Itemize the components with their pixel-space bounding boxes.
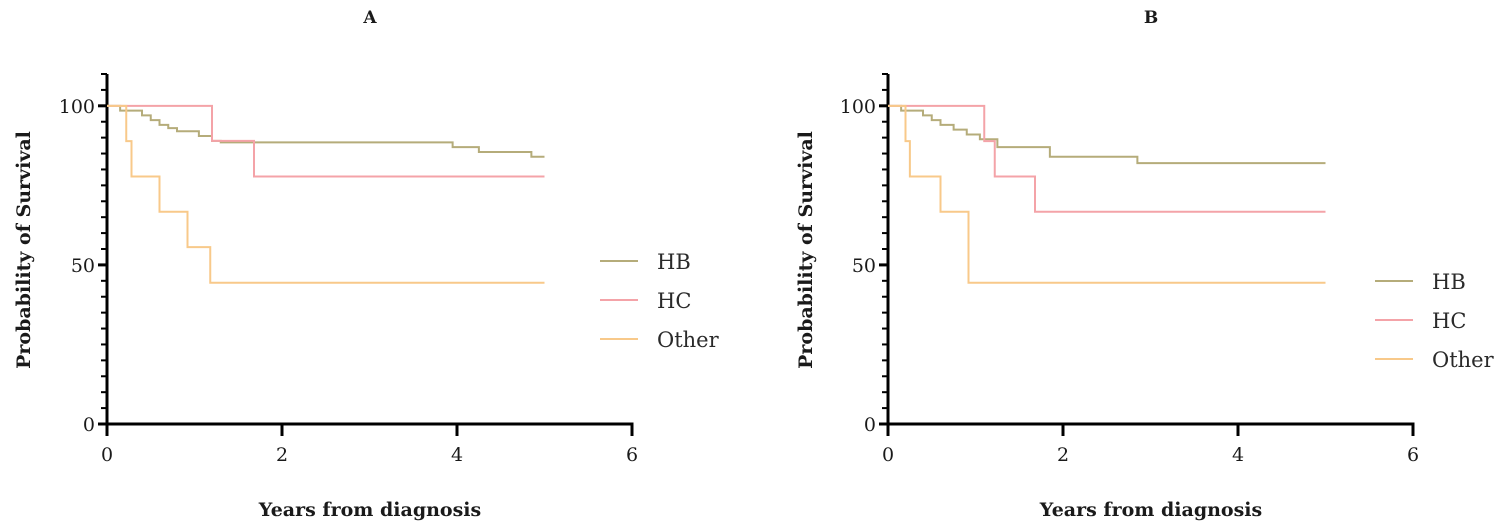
y-tick-label: 50 [71, 255, 95, 277]
legend-label: HC [657, 289, 691, 313]
legend-item: HC [1375, 309, 1466, 333]
panel-label: A [362, 8, 377, 28]
x-tick-label: 4 [1232, 444, 1244, 466]
series-lines [107, 104, 545, 284]
panel-label: B [1144, 8, 1158, 28]
x-axis-title: Years from diagnosis [1039, 499, 1262, 521]
y-tick-label: 50 [852, 255, 876, 277]
legend-label: HB [1432, 270, 1466, 294]
legend-item: HC [600, 289, 691, 313]
y-tick-label: 0 [864, 414, 876, 436]
y-tick-label: 100 [840, 96, 876, 118]
series-line-hc [107, 104, 545, 178]
x-tick-label: 0 [101, 444, 113, 466]
axes: 0 50 100 0 2 4 6 [59, 73, 638, 466]
axes: 0 50 100 0 2 4 6 [840, 73, 1419, 466]
legend-label: HB [657, 250, 691, 274]
x-tick-label: 2 [1057, 444, 1069, 466]
legend-item: Other [600, 328, 720, 352]
x-tick-label: 0 [882, 444, 894, 466]
y-tick-label: 100 [59, 96, 95, 118]
series-line-hb [888, 104, 1326, 165]
x-tick-label: 2 [276, 444, 288, 466]
series-line-hb [107, 104, 545, 158]
chart-panel-a: A Probability of Survival Years from dia… [13, 8, 720, 521]
legend-item: HB [1375, 270, 1466, 294]
legend-item: HB [600, 250, 691, 274]
y-tick-label: 0 [83, 414, 95, 436]
legend-label: Other [1432, 348, 1495, 372]
x-tick-label: 4 [451, 444, 463, 466]
legend-label: Other [657, 328, 720, 352]
series-line-other [888, 104, 1326, 284]
legend: HB HC Other [1375, 270, 1495, 372]
series-line-hc [888, 104, 1326, 213]
x-axis-title: Years from diagnosis [258, 499, 481, 521]
y-axis-title: Probability of Survival [13, 131, 35, 369]
series-lines [888, 104, 1326, 284]
legend-item: Other [1375, 348, 1495, 372]
chart-panel-b: B Probability of Survival Years from dia… [795, 8, 1495, 521]
series-line-other [107, 104, 545, 284]
legend-label: HC [1432, 309, 1466, 333]
x-tick-label: 6 [626, 444, 638, 466]
x-tick-label: 6 [1407, 444, 1419, 466]
y-axis-title: Probability of Survival [795, 131, 817, 369]
legend: HB HC Other [600, 250, 720, 352]
